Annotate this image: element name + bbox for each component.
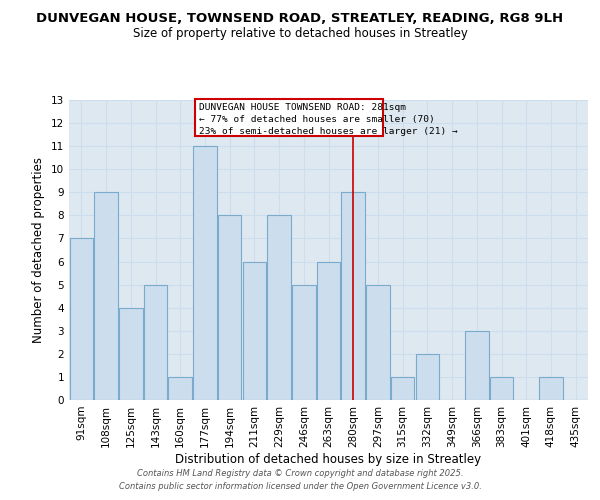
Bar [539,377,563,400]
Bar [195,99,383,136]
Text: ← 77% of detached houses are smaller (70): ← 77% of detached houses are smaller (70… [199,115,434,124]
Bar [416,354,439,400]
Bar [70,238,93,400]
Bar [341,192,365,400]
Bar [169,377,192,400]
X-axis label: Distribution of detached houses by size in Streatley: Distribution of detached houses by size … [175,452,482,466]
Y-axis label: Number of detached properties: Number of detached properties [32,157,46,343]
Bar [317,262,340,400]
Bar [391,377,415,400]
Text: Contains HM Land Registry data © Crown copyright and database right 2025.: Contains HM Land Registry data © Crown c… [137,468,463,477]
Text: DUNVEGAN HOUSE, TOWNSEND ROAD, STREATLEY, READING, RG8 9LH: DUNVEGAN HOUSE, TOWNSEND ROAD, STREATLEY… [37,12,563,26]
Bar [119,308,143,400]
Text: DUNVEGAN HOUSE TOWNSEND ROAD: 281sqm: DUNVEGAN HOUSE TOWNSEND ROAD: 281sqm [199,103,406,112]
Bar [268,216,291,400]
Bar [218,216,241,400]
Bar [242,262,266,400]
Bar [94,192,118,400]
Text: Contains public sector information licensed under the Open Government Licence v3: Contains public sector information licen… [119,482,481,491]
Text: Size of property relative to detached houses in Streatley: Size of property relative to detached ho… [133,28,467,40]
Bar [490,377,513,400]
Bar [366,284,389,400]
Bar [465,331,488,400]
Bar [144,284,167,400]
Bar [292,284,316,400]
Bar [193,146,217,400]
Text: 23% of semi-detached houses are larger (21) →: 23% of semi-detached houses are larger (… [199,127,458,136]
